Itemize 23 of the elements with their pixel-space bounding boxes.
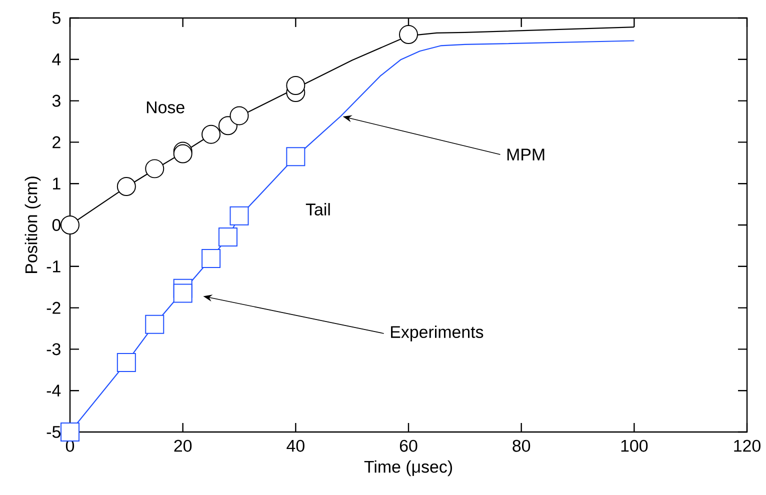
y-tick-label: -5 <box>46 426 60 438</box>
y-tick-label: -2 <box>46 302 60 314</box>
annotation: Experiments <box>391 326 484 342</box>
y-tick-label: 4 <box>52 54 61 66</box>
x-tick-label: 60 <box>400 440 418 452</box>
x-tick-label: 80 <box>512 440 530 452</box>
y-tick-label: -4 <box>46 384 61 396</box>
annotation: MPM <box>507 148 544 160</box>
y-tick-label: 1 <box>53 178 60 190</box>
annotation: Nose <box>146 102 184 114</box>
x-tick-label: 100 <box>621 440 648 452</box>
x-axis-title: Time (μsec) <box>364 460 452 476</box>
y-tick-label: 5 <box>52 12 60 24</box>
y-tick-label: 3 <box>52 94 60 107</box>
x-tick-label: 20 <box>174 440 192 452</box>
y-tick-label: 2 <box>52 136 60 148</box>
x-tick-label: 40 <box>286 440 304 452</box>
y-axis-title: Position (cm) <box>24 176 41 274</box>
annotation: Tail <box>306 203 330 216</box>
y-tick-label: -1 <box>46 260 60 272</box>
y-tick-label: 0 <box>52 218 60 231</box>
x-tick-label: 120 <box>734 440 760 452</box>
y-tick-label: -3 <box>46 343 60 356</box>
